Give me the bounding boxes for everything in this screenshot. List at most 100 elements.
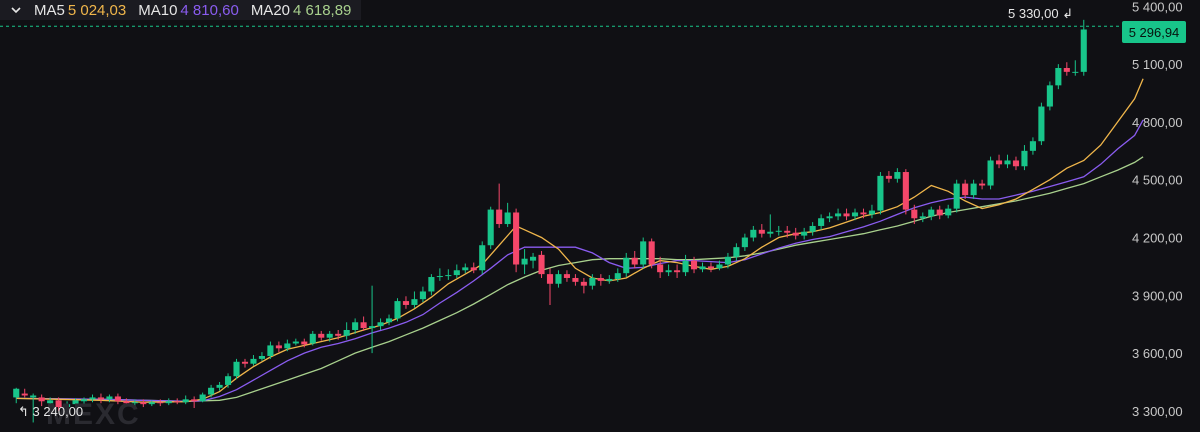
candle-body [1038, 106, 1045, 142]
candle-body [140, 402, 147, 405]
candle-body [945, 208, 952, 216]
candle-body [479, 245, 486, 271]
candle-body [885, 175, 892, 179]
candle-body [792, 232, 799, 236]
candle-body [665, 270, 672, 273]
candle-body [131, 402, 138, 404]
low-annotation: ↰ 3 240,00 [18, 404, 83, 420]
candle-body [301, 341, 308, 345]
candle-body [860, 212, 867, 215]
candle-body [597, 277, 604, 281]
candle-body [47, 400, 54, 404]
candle-body [894, 172, 901, 179]
candle-body [521, 258, 528, 265]
candle-body [394, 301, 401, 319]
candle-body [284, 343, 291, 349]
candle-body [682, 260, 689, 273]
y-tick-label: 3 300,00 [1132, 404, 1183, 419]
candle-body [801, 231, 808, 236]
ma10-indicator[interactable]: MA10 4 810,60 [138, 2, 239, 19]
candle-body [436, 276, 443, 278]
candle-body [657, 264, 664, 273]
candle-body [640, 241, 647, 265]
candle-body [402, 301, 410, 305]
candle-body [191, 399, 198, 402]
candle-body [690, 260, 698, 270]
ma10-value: 4 810,60 [180, 1, 239, 19]
candle-body [89, 397, 96, 400]
candle-body [453, 270, 460, 276]
candle-body [1080, 29, 1087, 72]
candle-body [1063, 68, 1070, 72]
candle-body [995, 160, 1003, 165]
candle-body [352, 322, 359, 330]
candle-body [606, 278, 613, 281]
candle-body [216, 384, 223, 388]
candle-body [30, 395, 37, 398]
candle-body [318, 333, 325, 338]
candle-body [741, 237, 748, 248]
candle-body [919, 216, 926, 219]
ma20-indicator[interactable]: MA20 4 618,89 [251, 2, 352, 19]
y-tick-label: 5 400,00 [1132, 0, 1183, 14]
candle-body [809, 225, 816, 232]
candle-body [1029, 141, 1036, 151]
ma5-line [16, 78, 1144, 403]
candle-body [555, 274, 562, 284]
candle-body [987, 160, 994, 186]
candle-body [1012, 160, 1020, 167]
candle-body [580, 281, 587, 286]
candle-body [462, 267, 469, 271]
candle-body [1021, 150, 1028, 167]
candle-body [928, 209, 935, 217]
candle-body [411, 299, 418, 305]
candle-body [385, 318, 393, 323]
candle-body [835, 213, 842, 217]
ma5-label: MA5 [34, 1, 65, 19]
candle-body [538, 254, 545, 275]
candle-body [208, 387, 215, 395]
candle-body [851, 212, 859, 217]
candle-body [496, 209, 503, 225]
candle-body [1055, 68, 1062, 86]
ma5-value: 5 024,03 [67, 1, 127, 19]
ma10-label: MA10 [138, 1, 178, 19]
candle-body [953, 183, 960, 209]
arrow-up-icon: ↰ [18, 404, 29, 419]
candle-body [911, 209, 918, 219]
candle-body [902, 172, 909, 210]
candle-body [292, 341, 299, 344]
candle-body [623, 257, 630, 274]
ma5-indicator[interactable]: MA5 5 024,03 [34, 2, 126, 19]
candle-body [182, 399, 189, 403]
candle-body [335, 333, 342, 336]
candle-body [970, 183, 977, 196]
arrow-down-icon: ↲ [1062, 6, 1074, 21]
candle-body [64, 404, 71, 408]
candle-body [546, 274, 554, 284]
candle-body [80, 399, 88, 402]
candle-body [326, 333, 333, 338]
high-annotation-value: 5 330,00 [1008, 6, 1059, 21]
candle-body [38, 397, 45, 402]
candle-body [309, 333, 316, 344]
candle-body [419, 291, 426, 300]
current-price-label: 5 296,94 [1122, 21, 1186, 43]
candle-body [165, 401, 172, 404]
candle-body [750, 229, 757, 238]
candle-body [504, 212, 511, 225]
high-annotation: 5 330,00 ↲ [1008, 6, 1073, 22]
candle-body [1046, 85, 1053, 107]
candle-body [148, 402, 155, 405]
candle-body [369, 326, 376, 329]
candle-body [174, 401, 181, 403]
candle-body [224, 376, 232, 385]
candle-body [724, 256, 731, 265]
y-tick-label: 4 200,00 [1132, 231, 1183, 246]
chevron-down-icon[interactable] [10, 4, 22, 16]
candle-body [716, 264, 723, 269]
ma10-line [16, 119, 1144, 402]
candle-body [877, 175, 884, 211]
candle-body [818, 218, 825, 226]
